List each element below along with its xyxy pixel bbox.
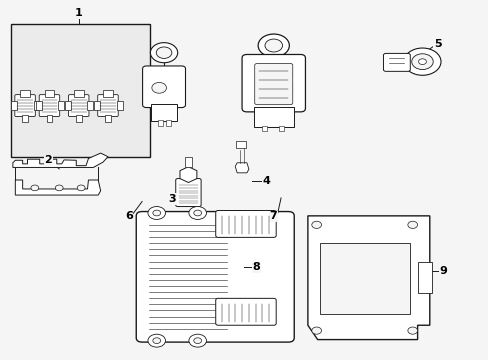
Bar: [76, 115, 81, 122]
FancyBboxPatch shape: [136, 212, 294, 342]
Bar: [20, 90, 30, 97]
Bar: [11, 24, 150, 157]
Text: 4: 4: [262, 176, 270, 186]
Circle shape: [188, 334, 206, 347]
Bar: [36, 101, 41, 110]
FancyBboxPatch shape: [15, 95, 35, 117]
Circle shape: [193, 210, 201, 216]
FancyBboxPatch shape: [142, 66, 185, 108]
Text: 7: 7: [269, 211, 277, 221]
Circle shape: [264, 39, 282, 52]
FancyBboxPatch shape: [254, 63, 292, 105]
Text: 6: 6: [125, 211, 133, 221]
FancyBboxPatch shape: [175, 179, 201, 207]
Bar: [151, 104, 176, 121]
FancyBboxPatch shape: [383, 53, 409, 71]
Text: 3: 3: [168, 194, 176, 204]
Circle shape: [403, 48, 440, 75]
Polygon shape: [180, 167, 197, 183]
Polygon shape: [307, 216, 429, 339]
Bar: [44, 90, 54, 97]
Circle shape: [407, 221, 417, 228]
Circle shape: [153, 338, 160, 343]
Circle shape: [193, 338, 201, 343]
Bar: [254, 107, 294, 127]
Text: 1: 1: [75, 8, 82, 18]
Bar: [261, 126, 267, 131]
Bar: [417, 262, 431, 293]
Bar: [166, 121, 171, 126]
Circle shape: [148, 334, 165, 347]
Text: 9: 9: [439, 266, 447, 276]
Circle shape: [311, 221, 321, 228]
FancyBboxPatch shape: [242, 54, 305, 112]
Text: 5: 5: [433, 39, 441, 49]
Circle shape: [153, 210, 160, 216]
Bar: [103, 90, 113, 97]
Circle shape: [77, 185, 85, 191]
Circle shape: [407, 327, 417, 334]
FancyBboxPatch shape: [39, 95, 60, 117]
Bar: [105, 115, 111, 122]
Polygon shape: [235, 163, 248, 173]
Bar: [184, 157, 192, 167]
Circle shape: [156, 47, 171, 58]
FancyBboxPatch shape: [68, 95, 89, 117]
Circle shape: [31, 185, 39, 191]
Bar: [11, 101, 17, 110]
Circle shape: [418, 59, 426, 64]
Circle shape: [152, 82, 166, 93]
Circle shape: [150, 42, 177, 63]
Bar: [320, 243, 409, 315]
Bar: [58, 101, 64, 110]
Text: 2: 2: [44, 155, 52, 165]
Polygon shape: [15, 180, 101, 195]
Circle shape: [411, 54, 432, 69]
Bar: [117, 101, 122, 110]
Bar: [46, 115, 52, 122]
Bar: [236, 140, 245, 148]
Bar: [74, 90, 83, 97]
Bar: [278, 126, 284, 131]
Bar: [158, 121, 162, 126]
Bar: [22, 115, 28, 122]
Bar: [87, 101, 93, 110]
Bar: [34, 101, 40, 110]
Bar: [94, 101, 100, 110]
FancyBboxPatch shape: [98, 95, 118, 117]
Circle shape: [55, 185, 63, 191]
FancyBboxPatch shape: [215, 298, 276, 325]
Polygon shape: [13, 153, 108, 167]
FancyBboxPatch shape: [215, 211, 276, 237]
Circle shape: [258, 34, 289, 57]
Circle shape: [188, 207, 206, 220]
Circle shape: [148, 207, 165, 220]
Text: 8: 8: [252, 262, 260, 272]
Circle shape: [311, 327, 321, 334]
Bar: [65, 101, 71, 110]
